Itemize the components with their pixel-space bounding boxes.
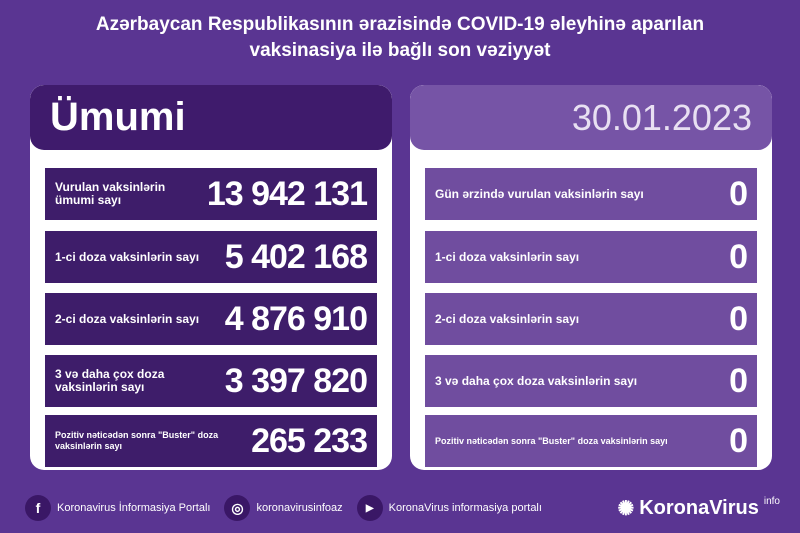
stat-value: 0 — [729, 421, 748, 460]
stat-label: 2-ci doza vaksinlərin sayı — [55, 311, 200, 326]
stat-value: 4 876 910 — [224, 299, 368, 338]
brand-logo: ✺ KoronaVirus info — [617, 496, 780, 521]
stat-label: 2-ci doza vaksinlərin sayı — [435, 311, 580, 326]
facebook-link[interactable]: f Koronavirus İnformasiya Portalı — [25, 495, 210, 521]
instagram-icon: ◎ — [224, 495, 251, 521]
stat-row: Gün ərzində vurulan vaksinlərin sayı 0 — [425, 168, 757, 220]
stat-label: Gün ərzində vurulan vaksinlərin sayı — [435, 186, 644, 201]
date-header: 30.01.2023 — [410, 85, 772, 150]
stat-label: Pozitiv nəticədən sonra "Buster" doza va… — [435, 435, 668, 446]
stat-label: 1-ci doza vaksinlərin sayı — [55, 249, 200, 264]
facebook-icon: f — [25, 495, 51, 521]
stat-label: 1-ci doza vaksinlərin sayı — [435, 249, 580, 264]
stat-row: Pozitiv nəticədən sonra "Buster" doza va… — [45, 415, 377, 467]
stat-label: Pozitiv nəticədən sonra "Buster" doza va… — [55, 430, 219, 451]
facebook-label: Koronavirus İnformasiya Portalı — [57, 502, 211, 514]
youtube-label: KoronaVirus informasiya portalı — [388, 502, 542, 514]
stat-row: 3 və daha çox doza vaksinlərin sayı 3 397… — [45, 355, 377, 407]
youtube-icon: ▶ — [356, 495, 383, 521]
stat-row: 3 və daha çox doza vaksinlərin sayı 0 — [425, 355, 757, 407]
stat-value: 3 397 820 — [224, 361, 368, 400]
footer: f Koronavirus İnformasiya Portalı ◎ korona… — [25, 490, 780, 526]
stat-row: 2-ci doza vaksinlərin sayı 0 — [425, 293, 757, 345]
total-panel: Ümumi Vurulan vaksinlərin ümumi sayı 13 9… — [30, 85, 392, 470]
stat-row: 1-ci doza vaksinlərin sayı 5 402 168 — [45, 231, 377, 283]
stat-value: 0 — [729, 174, 748, 213]
stat-value: 13 942 131 — [206, 174, 368, 213]
title-line-1: Azərbaycan Respublikasının ərazisində CO… — [95, 14, 705, 35]
youtube-link[interactable]: ▶ KoronaVirus informasiya portalı — [356, 495, 542, 521]
stat-value: 0 — [729, 361, 748, 400]
stat-label: 3 və daha çox doza vaksinlərin sayı — [55, 367, 165, 394]
stat-row: Vurulan vaksinlərin ümumi sayı 13 942 131 — [45, 168, 377, 220]
daily-panel: 30.01.2023 Gün ərzində vurulan vaksinlər… — [410, 85, 772, 470]
total-header: Ümumi — [30, 85, 392, 150]
brand-name: KoronaVirus — [639, 496, 759, 519]
stat-value: 0 — [729, 299, 748, 338]
page-title: Azərbaycan Respublikasının ərazisində CO… — [10, 12, 790, 64]
instagram-link[interactable]: ◎ koronavirusinfoaz — [224, 495, 343, 521]
instagram-label: koronavirusinfoaz — [256, 502, 343, 514]
stat-label: 3 və daha çox doza vaksinlərin sayı — [435, 373, 638, 388]
title-line-2: vaksinasiya ilə bağlı son vəziyyət — [249, 40, 551, 61]
stat-row: Pozitiv nəticədən sonra "Buster" doza va… — [425, 415, 757, 467]
stat-label: Vurulan vaksinlərin ümumi sayı — [55, 180, 166, 207]
stat-value: 5 402 168 — [224, 237, 368, 276]
brand-sup: info — [763, 495, 780, 507]
virus-icon: ✺ — [617, 497, 635, 520]
stat-value: 0 — [729, 237, 748, 276]
stat-value: 265 233 — [251, 421, 368, 460]
stat-row: 1-ci doza vaksinlərin sayı 0 — [425, 231, 757, 283]
stat-row: 2-ci doza vaksinlərin sayı 4 876 910 — [45, 293, 377, 345]
